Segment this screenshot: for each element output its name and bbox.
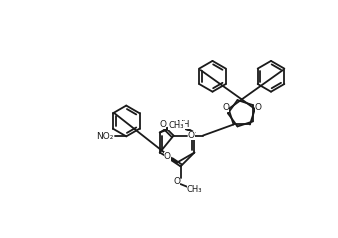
Text: O: O bbox=[173, 177, 180, 185]
Text: NO₂: NO₂ bbox=[96, 132, 113, 141]
Text: O: O bbox=[255, 103, 262, 112]
Text: O: O bbox=[159, 120, 166, 129]
Text: O: O bbox=[188, 131, 195, 140]
Text: CH₃: CH₃ bbox=[170, 121, 185, 130]
Text: O: O bbox=[164, 152, 171, 161]
Text: CH₃: CH₃ bbox=[187, 185, 202, 194]
Text: NH: NH bbox=[176, 120, 190, 129]
Text: O: O bbox=[222, 103, 229, 112]
Text: CH₃: CH₃ bbox=[168, 121, 184, 130]
